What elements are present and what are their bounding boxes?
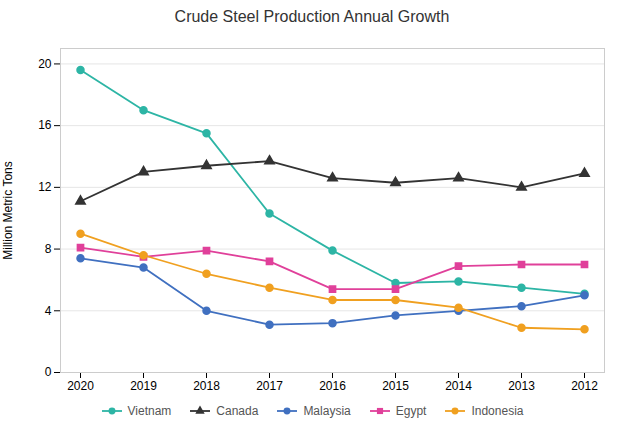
svg-text:8: 8: [45, 242, 52, 256]
svg-text:12: 12: [38, 180, 52, 194]
html-text:Malaysia: Malaysia: [303, 404, 351, 418]
html-text:Canada: Canada: [216, 404, 259, 418]
svg-text:2020: 2020: [67, 379, 94, 393]
html-text:Crude Steel Production Annual: Crude Steel Production Annual Growth: [174, 8, 450, 25]
svg-text:2019: 2019: [130, 379, 157, 393]
svg-text:2014: 2014: [445, 379, 472, 393]
svg-text:2012: 2012: [571, 379, 598, 393]
svg-text:2018: 2018: [193, 379, 220, 393]
svg-text:2016: 2016: [319, 379, 346, 393]
svg-text:0: 0: [45, 365, 52, 379]
html-text:Indonesia: Indonesia: [471, 404, 524, 418]
html-text:Egypt: Egypt: [395, 404, 427, 418]
svg-text:20: 20: [38, 57, 52, 71]
svg-text:2017: 2017: [256, 379, 283, 393]
svg-text:2013: 2013: [508, 379, 535, 393]
svg-text:2015: 2015: [382, 379, 409, 393]
svg-text:4: 4: [45, 304, 52, 318]
svg-text:16: 16: [38, 118, 52, 132]
svg-text:Million Metric Tons: Million Metric Tons: [1, 161, 15, 259]
html-text:Vietnam: Vietnam: [127, 404, 172, 418]
